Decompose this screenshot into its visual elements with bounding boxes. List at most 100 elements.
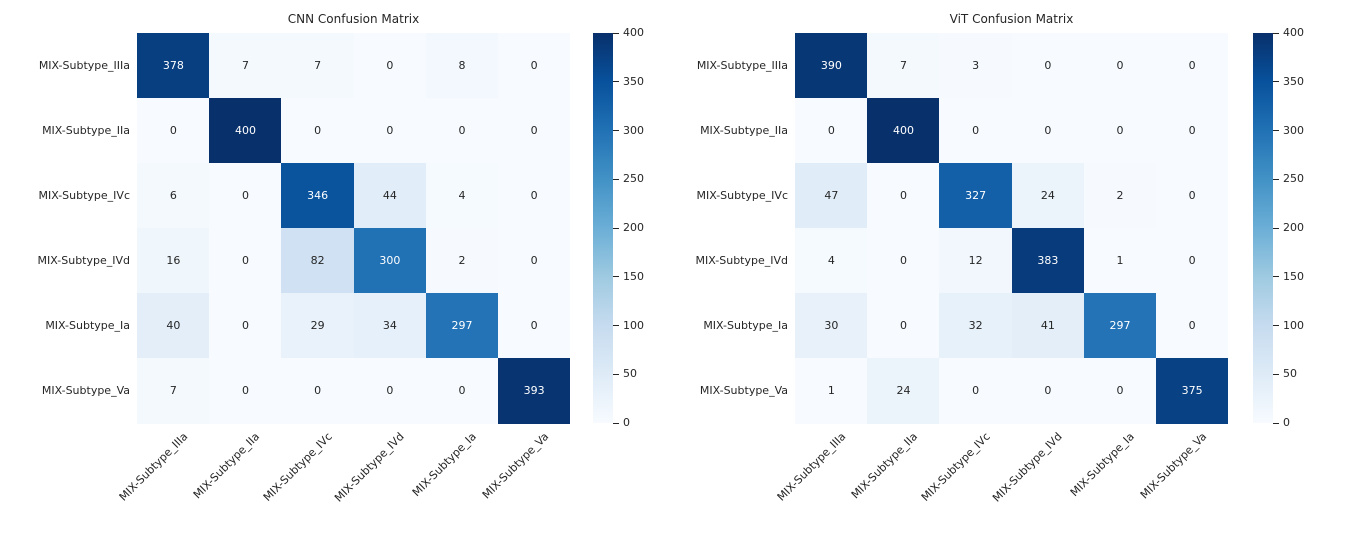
colorbar-tick-label: 50 xyxy=(1283,367,1297,381)
heatmap-cell: 297 xyxy=(425,293,499,359)
y-tick-label: MIX-Subtype_Ia xyxy=(703,318,788,332)
y-tick-label: MIX-Subtype_IVd xyxy=(37,253,130,267)
colorbar-tick-label: 250 xyxy=(623,172,644,186)
heatmap-cell: 0 xyxy=(497,228,571,294)
x-tick-label: MIX-Subtype_IIa xyxy=(191,430,263,502)
heatmap-cell: 41 xyxy=(1011,293,1085,359)
colorbar-tick-label: 150 xyxy=(1283,269,1304,283)
heatmap-cell: 30 xyxy=(795,293,868,359)
colorbar-tick-mark xyxy=(613,130,619,131)
heatmap-cell: 0 xyxy=(209,358,282,424)
colorbar-tick-label: 100 xyxy=(1283,318,1304,332)
heatmap-cell: 375 xyxy=(1155,358,1229,424)
heatmap-cell: 1 xyxy=(795,358,868,424)
y-tick-label: MIX-Subtype_IIa xyxy=(42,123,130,137)
heatmap-cell: 0 xyxy=(1083,98,1157,164)
colorbar-tick-mark xyxy=(613,276,619,278)
heatmap-cell: 400 xyxy=(209,98,282,164)
heatmap-cell: 47 xyxy=(795,163,868,229)
heatmap-cell: 4 xyxy=(425,163,499,229)
heatmap-cell: 4 xyxy=(795,228,868,294)
y-tick-label: MIX-Subtype_IVd xyxy=(695,253,788,267)
x-tick-label: MIX-Subtype_Va xyxy=(479,430,552,502)
heatmap-cell: 7 xyxy=(281,33,354,99)
colorbar-tick-mark xyxy=(1273,373,1279,375)
y-tick-label: MIX-Subtype_Va xyxy=(41,383,130,397)
heatmap-cell: 0 xyxy=(1155,98,1229,164)
heatmap-cell: 0 xyxy=(281,358,354,424)
heatmap-cell: 0 xyxy=(1155,33,1229,99)
colorbar-tick-label: 350 xyxy=(623,74,644,88)
y-tick-label: MIX-Subtype_IIIa xyxy=(38,58,130,72)
heatmap-cell: 0 xyxy=(209,228,282,294)
heatmap-cell: 24 xyxy=(1011,163,1085,229)
heatmap-cell: 1 xyxy=(1083,228,1157,294)
heatmap-cell: 3 xyxy=(939,33,1012,99)
heatmap-cell: 383 xyxy=(1011,228,1085,294)
x-tick-label: MIX-Subtype_IVd xyxy=(990,430,1065,505)
heatmap-cell: 16 xyxy=(137,228,210,294)
colorbar-tick-label: 50 xyxy=(623,367,637,381)
colorbar-tick-mark xyxy=(613,32,619,34)
heatmap-cell: 0 xyxy=(209,163,282,229)
colorbar-tick-label: 0 xyxy=(1283,416,1290,429)
colorbar-tick-mark xyxy=(1273,178,1279,180)
heatmap-cell: 0 xyxy=(281,98,354,164)
heatmap-cell: 400 xyxy=(867,98,940,164)
colorbar-tick-mark xyxy=(613,178,619,180)
heatmap-cnn: 378 7 7 0 8 0 0 400 0 0 0 0 6 0 346 44 4 0 16 0 82 300 2 0 40 0 29… xyxy=(137,33,571,424)
y-tick-label: MIX-Subtype_IVc xyxy=(696,188,788,202)
colorbar-tick-label: 300 xyxy=(623,123,644,137)
colorbar-tick-mark xyxy=(1273,276,1279,278)
y-tick-label: MIX-Subtype_Va xyxy=(699,383,788,397)
heatmap-cell: 0 xyxy=(353,33,427,99)
heatmap-cell: 2 xyxy=(1083,163,1157,229)
y-tick-label: MIX-Subtype_IIIa xyxy=(696,58,788,72)
colorbar-tick-label: 100 xyxy=(623,318,644,332)
colorbar-tick-mark xyxy=(613,325,619,326)
heatmap-cell: 7 xyxy=(209,33,282,99)
x-tick-label: MIX-Subtype_IVc xyxy=(260,430,335,504)
colorbar-tick-label: 250 xyxy=(1283,172,1304,186)
colorbar-tick-mark xyxy=(1273,81,1279,83)
heatmap-cell: 12 xyxy=(939,228,1012,294)
colorbar-tick-mark xyxy=(1273,422,1279,424)
colorbar-tick-mark xyxy=(1273,130,1279,131)
heatmap-cell: 0 xyxy=(497,163,571,229)
heatmap-cell: 0 xyxy=(137,98,210,164)
heatmap-cell: 32 xyxy=(939,293,1012,359)
heatmap-cell: 0 xyxy=(209,293,282,359)
heatmap-cell: 40 xyxy=(137,293,210,359)
x-tick-label: MIX-Subtype_Ia xyxy=(1067,430,1137,500)
colorbar-tick-mark xyxy=(613,373,619,375)
heatmap-cell: 0 xyxy=(1011,98,1085,164)
heatmap-cell: 0 xyxy=(867,293,940,359)
colorbar-tick-mark xyxy=(613,81,619,83)
heatmap-cell: 0 xyxy=(425,98,499,164)
heatmap-cell: 7 xyxy=(867,33,940,99)
heatmap-cell: 44 xyxy=(353,163,427,229)
heatmap-cell: 0 xyxy=(1155,293,1229,359)
x-tick-label: MIX-Subtype_Va xyxy=(1137,430,1210,502)
heatmap-cell: 0 xyxy=(867,228,940,294)
colorbar-tick-label: 200 xyxy=(1283,221,1304,234)
heatmap-cell: 29 xyxy=(281,293,354,359)
x-tick-label: MIX-Subtype_IIIa xyxy=(774,430,849,504)
colorbar-tick-label: 350 xyxy=(1283,74,1304,88)
heatmap-cell: 2 xyxy=(425,228,499,294)
x-tick-label: MIX-Subtype_IVd xyxy=(332,430,407,505)
heatmap-cell: 0 xyxy=(497,98,571,164)
chart-title-vit: ViT Confusion Matrix xyxy=(949,12,1074,26)
heatmap-cell: 0 xyxy=(1155,163,1229,229)
heatmap-cell: 0 xyxy=(795,98,868,164)
chart-title-cnn: CNN Confusion Matrix xyxy=(287,12,420,26)
heatmap-cell: 0 xyxy=(497,293,571,359)
x-tick-label: MIX-Subtype_IIa xyxy=(849,430,921,502)
colorbar-tick-mark xyxy=(1273,227,1279,229)
heatmap-cell: 0 xyxy=(867,163,940,229)
y-tick-label: MIX-Subtype_IVc xyxy=(38,188,130,202)
colorbar-tick-label: 400 xyxy=(1283,26,1304,39)
heatmap-cell: 24 xyxy=(867,358,940,424)
heatmap-cell: 0 xyxy=(1011,33,1085,99)
heatmap-cell: 390 xyxy=(795,33,868,99)
